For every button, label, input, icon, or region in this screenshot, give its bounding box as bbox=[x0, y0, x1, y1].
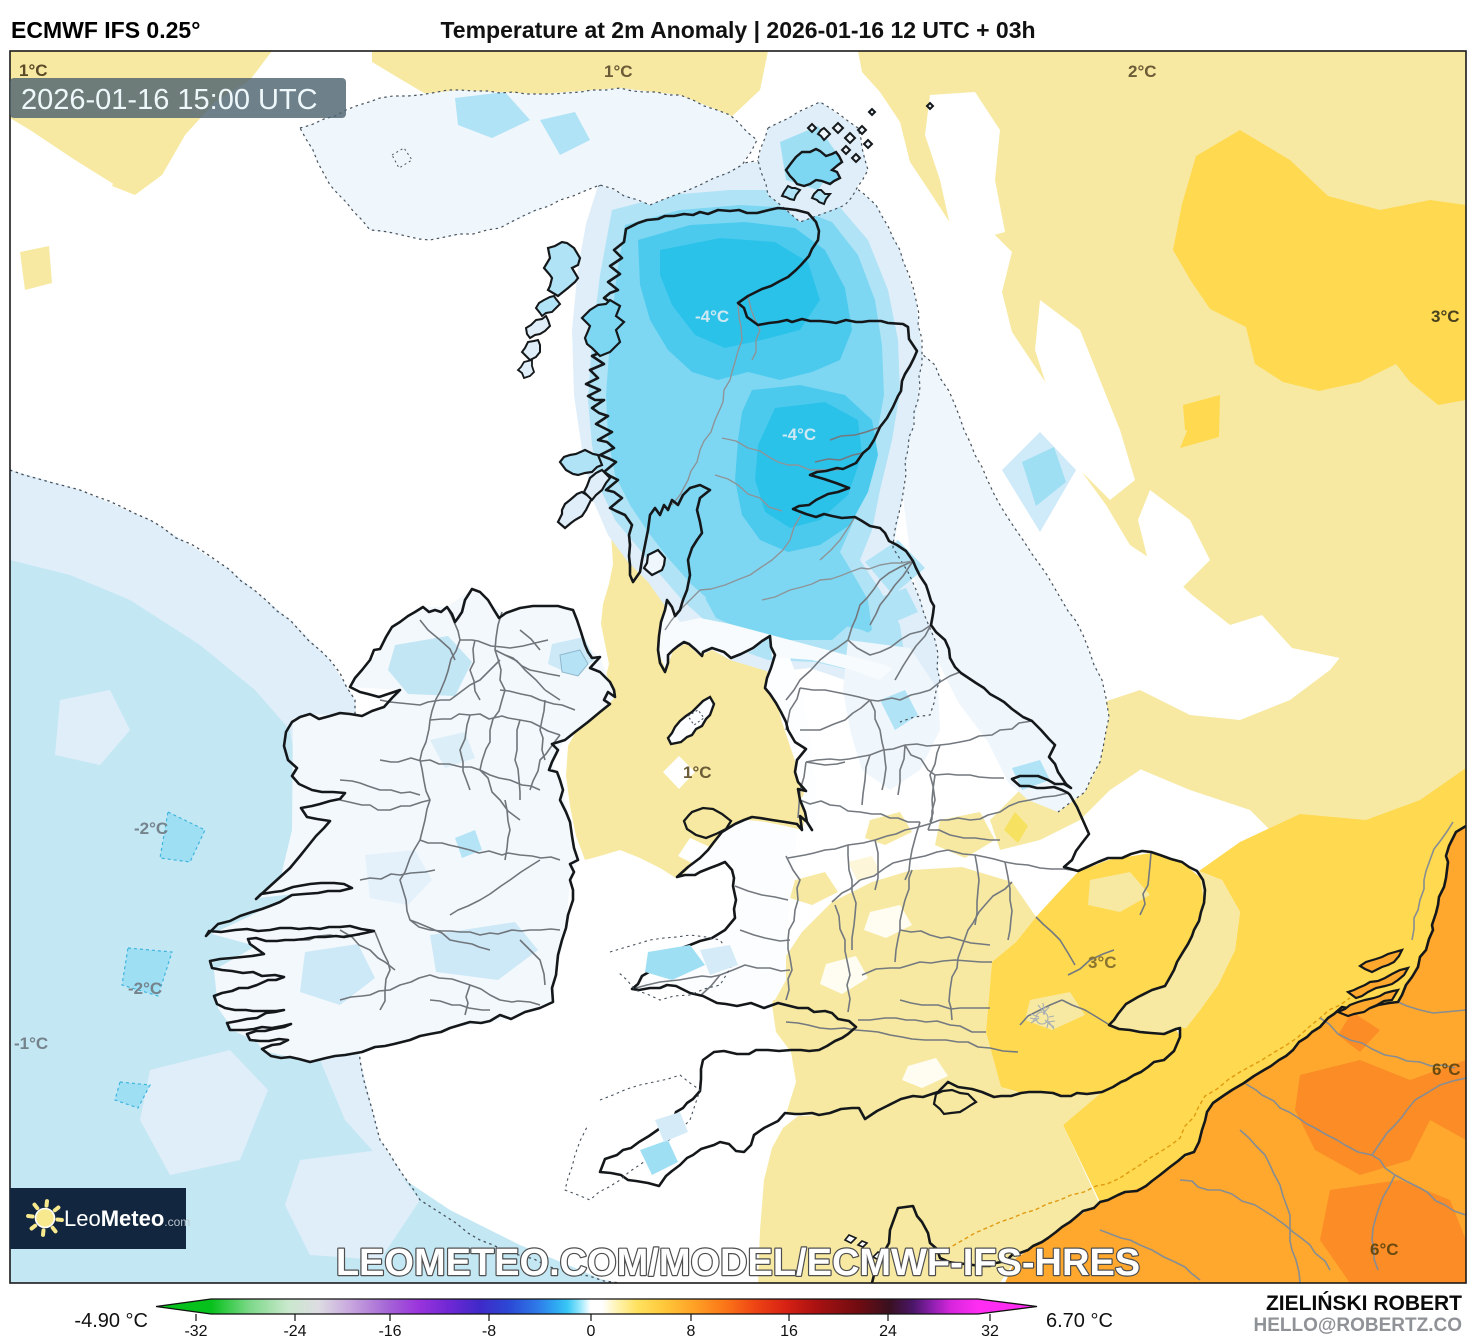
svg-text:2026-01-16 15:00 UTC: 2026-01-16 15:00 UTC bbox=[21, 84, 318, 116]
svg-text:6°C: 6°C bbox=[1370, 1240, 1399, 1259]
svg-text:1°C: 1°C bbox=[19, 61, 48, 80]
svg-text:3°C: 3°C bbox=[1431, 307, 1460, 326]
svg-text:-4°C: -4°C bbox=[695, 307, 729, 326]
svg-text:Temperature at 2m Anomaly | 20: Temperature at 2m Anomaly | 2026-01-16 1… bbox=[440, 17, 1035, 43]
svg-text:-16: -16 bbox=[378, 1323, 401, 1338]
svg-text:32: 32 bbox=[981, 1323, 999, 1338]
svg-text:ZIELIŃSKI ROBERT: ZIELIŃSKI ROBERT bbox=[1266, 1292, 1462, 1315]
svg-text:ECMWF IFS 0.25°: ECMWF IFS 0.25° bbox=[11, 17, 200, 43]
svg-text:-24: -24 bbox=[283, 1323, 306, 1338]
svg-text:3°C: 3°C bbox=[1088, 953, 1117, 972]
svg-text:-4.90 °C: -4.90 °C bbox=[74, 1310, 148, 1332]
svg-text:HELLO@ROBERTZ.CO: HELLO@ROBERTZ.CO bbox=[1253, 1315, 1462, 1336]
svg-text:-32: -32 bbox=[184, 1323, 207, 1338]
svg-text:1°C: 1°C bbox=[683, 763, 712, 782]
svg-text:8: 8 bbox=[687, 1323, 696, 1338]
svg-text:-2°C: -2°C bbox=[134, 819, 168, 838]
svg-text:0: 0 bbox=[587, 1323, 596, 1338]
svg-text:-2°C: -2°C bbox=[128, 979, 162, 998]
svg-text:16: 16 bbox=[780, 1323, 798, 1338]
svg-text:LEOMETEO.COM/MODEL/ECMWF-IFS-H: LEOMETEO.COM/MODEL/ECMWF-IFS-HRES bbox=[336, 1242, 1140, 1284]
svg-text:2°C: 2°C bbox=[1128, 62, 1157, 81]
svg-text:1°C: 1°C bbox=[604, 62, 633, 81]
svg-text:-1°C: -1°C bbox=[14, 1034, 48, 1053]
svg-text:24: 24 bbox=[879, 1323, 897, 1338]
svg-text:6°C: 6°C bbox=[1432, 1060, 1461, 1079]
svg-text:-4°C: -4°C bbox=[782, 425, 816, 444]
svg-text:-8: -8 bbox=[482, 1323, 496, 1338]
svg-text:6.70 °C: 6.70 °C bbox=[1046, 1310, 1113, 1332]
